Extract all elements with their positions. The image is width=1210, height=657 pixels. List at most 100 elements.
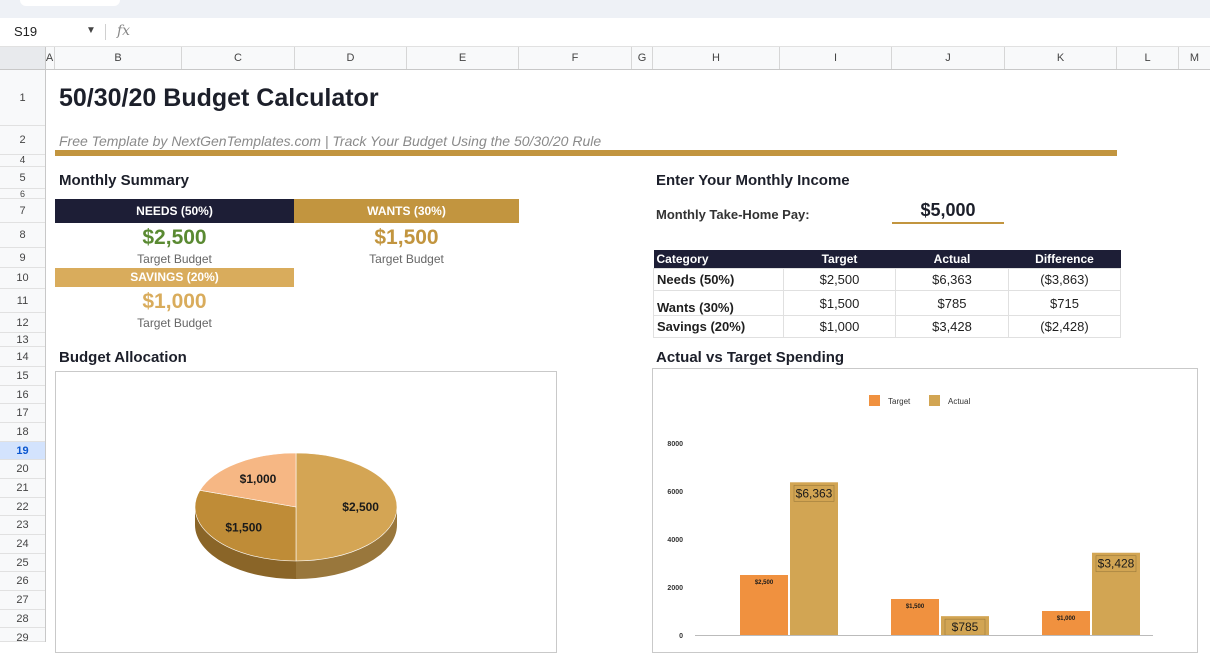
bar-target xyxy=(1042,611,1090,635)
bar-chart-frame[interactable]: 0 2000 4000 6000 8000 Target Actual $2,500 $6,36… xyxy=(652,368,1198,653)
row-header: 1 2 4 5 6 7 8 9 10 11 12 13 14 15 16 17 … xyxy=(0,70,46,644)
formula-bar xyxy=(0,18,1210,47)
row-header-15[interactable]: 15 xyxy=(0,367,45,386)
data-label-box xyxy=(793,484,835,502)
column-header-c[interactable]: C xyxy=(182,47,295,69)
summary-heading: Monthly Summary xyxy=(59,172,190,189)
table-cell[interactable]: $3,428 xyxy=(895,315,1009,338)
row-header-13[interactable]: 13 xyxy=(0,333,45,347)
row-header-1[interactable]: 1 xyxy=(0,70,45,126)
table-cell[interactable]: Savings (20%) xyxy=(653,315,784,338)
column-header: A B C D E F G H I J K L M xyxy=(0,47,1210,70)
column-header-h[interactable]: H xyxy=(653,47,780,69)
row-header-4[interactable]: 4 xyxy=(0,155,45,167)
row-header-6[interactable]: 6 xyxy=(0,189,45,199)
table-row: Wants (30%) $1,500 $785 $715 xyxy=(653,290,1121,316)
table-cell[interactable]: ($3,863) xyxy=(1008,268,1121,291)
row-header-9[interactable]: 9 xyxy=(0,248,45,268)
table-cell[interactable]: Wants (30%) xyxy=(653,290,784,316)
pie-label: $2,500 xyxy=(342,500,379,514)
row-header-23[interactable]: 23 xyxy=(0,516,45,535)
table-row: Savings (20%) $1,000 $3,428 ($2,428) xyxy=(653,315,1121,338)
income-heading: Enter Your Monthly Income xyxy=(656,172,850,189)
bar-chart: 0 2000 4000 6000 8000 Target Actual $2,500 $6,36… xyxy=(667,395,1153,640)
toolbar-pill xyxy=(20,0,120,6)
table-cell[interactable]: $785 xyxy=(895,290,1009,316)
bar-target xyxy=(740,575,788,635)
column-header-k[interactable]: K xyxy=(1005,47,1117,69)
data-label: $6,363 xyxy=(796,486,833,500)
column-header-a[interactable]: A xyxy=(45,47,55,69)
row-header-18[interactable]: 18 xyxy=(0,423,45,442)
divider xyxy=(105,24,106,40)
data-label: $2,500 xyxy=(755,580,774,586)
page-title: 50/30/20 Budget Calculator xyxy=(59,84,379,112)
row-header-21[interactable]: 21 xyxy=(0,479,45,498)
toolbar-strip xyxy=(0,0,1210,18)
column-header-f[interactable]: F xyxy=(519,47,632,69)
table-cell[interactable]: $715 xyxy=(1008,290,1121,316)
column-header-j[interactable]: J xyxy=(892,47,1005,69)
table-cell[interactable]: $6,363 xyxy=(895,268,1009,291)
row-header-20[interactable]: 20 xyxy=(0,460,45,479)
name-box[interactable]: S19 xyxy=(14,24,38,39)
row-header-11[interactable]: 11 xyxy=(0,289,45,313)
income-input[interactable]: $5,000 xyxy=(892,200,1004,224)
legend-label: Actual xyxy=(948,397,970,406)
needs-value: $2,500 xyxy=(142,226,207,249)
pie-slice xyxy=(194,489,297,562)
row-header-8[interactable]: 8 xyxy=(0,223,45,248)
fx-icon: fx xyxy=(117,23,131,39)
column-header-d[interactable]: D xyxy=(295,47,407,69)
row-header-27[interactable]: 27 xyxy=(0,591,45,610)
row-header-7[interactable]: 7 xyxy=(0,199,45,223)
row-header-25[interactable]: 25 xyxy=(0,554,45,572)
row-header-26[interactable]: 26 xyxy=(0,572,45,591)
savings-value: $1,000 xyxy=(142,290,207,313)
table-cell[interactable]: $1,500 xyxy=(783,290,896,316)
table-header-category: Category xyxy=(653,250,784,269)
data-label: $785 xyxy=(952,620,979,634)
column-header-b[interactable]: B xyxy=(55,47,182,69)
table-header-actual: Actual xyxy=(895,250,1009,269)
table-cell[interactable]: $1,000 xyxy=(783,315,896,338)
pie-chart-frame[interactable]: $2,500 $1,500 $1,000 xyxy=(55,371,557,653)
row-header-2[interactable]: 2 xyxy=(0,126,45,155)
bar-target xyxy=(891,599,939,635)
row-header-24[interactable]: 24 xyxy=(0,535,45,554)
pie-label: $1,000 xyxy=(240,472,277,486)
row-header-28[interactable]: 28 xyxy=(0,610,45,628)
needs-caption: Target Budget xyxy=(137,252,212,266)
pie-slice xyxy=(199,452,297,508)
data-label: $1,000 xyxy=(1057,616,1076,622)
row-header-12[interactable]: 12 xyxy=(0,313,45,333)
bar-actual xyxy=(790,482,838,635)
column-header-i[interactable]: I xyxy=(780,47,892,69)
row-header-29[interactable]: 29 xyxy=(0,628,45,644)
pie-chart: $2,500 $1,500 $1,000 xyxy=(194,452,398,579)
select-all-corner[interactable] xyxy=(0,47,46,69)
column-header-m[interactable]: M xyxy=(1189,52,1200,64)
pie-label: $1,500 xyxy=(225,520,262,534)
table-row: Needs (50%) $2,500 $6,363 ($3,863) xyxy=(653,268,1121,291)
column-header-e[interactable]: E xyxy=(407,47,519,69)
savings-caption: Target Budget xyxy=(137,316,212,330)
row-header-16[interactable]: 16 xyxy=(0,386,45,404)
table-cell[interactable]: ($2,428) xyxy=(1008,315,1121,338)
row-header-10[interactable]: 10 xyxy=(0,268,45,289)
data-label-box xyxy=(1095,555,1137,573)
row-header-19[interactable]: 19 xyxy=(0,442,45,460)
column-header-l[interactable]: L xyxy=(1117,47,1179,69)
legend-swatch xyxy=(929,395,940,406)
row-header-17[interactable]: 17 xyxy=(0,404,45,423)
y-tick-label: 0 xyxy=(679,633,683,640)
row-header-5[interactable]: 5 xyxy=(0,167,45,189)
chevron-down-icon[interactable]: ▼ xyxy=(86,25,96,36)
row-header-22[interactable]: 22 xyxy=(0,498,45,516)
table-cell[interactable]: Needs (50%) xyxy=(653,268,784,291)
table-cell[interactable]: $2,500 xyxy=(783,268,896,291)
column-header-g[interactable]: G xyxy=(632,47,653,69)
y-tick-label: 6000 xyxy=(667,489,683,496)
data-label: $3,428 xyxy=(1098,557,1135,571)
row-header-14[interactable]: 14 xyxy=(0,347,45,367)
